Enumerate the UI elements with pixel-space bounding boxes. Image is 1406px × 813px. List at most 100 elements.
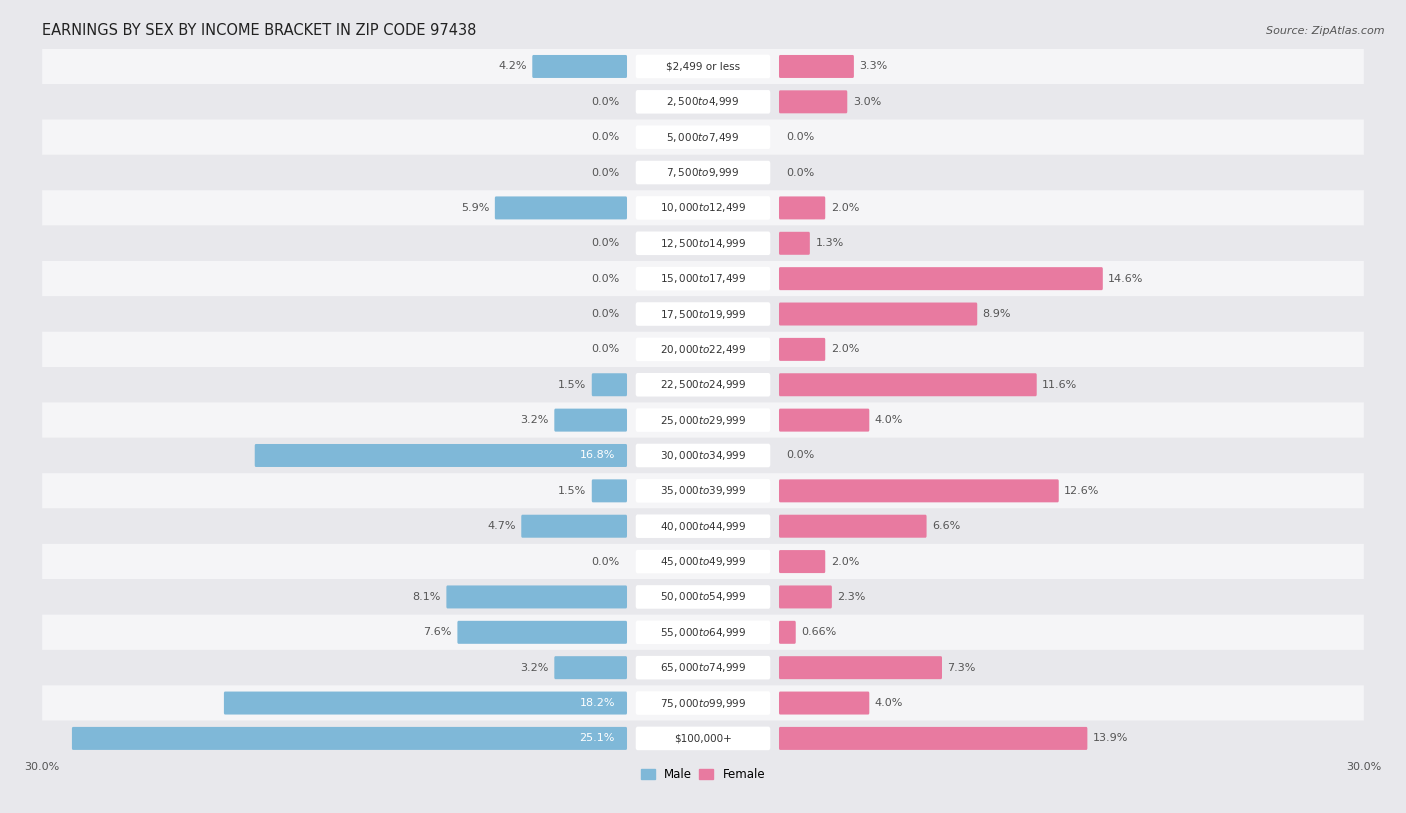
Text: 2.0%: 2.0%	[831, 345, 859, 354]
FancyBboxPatch shape	[42, 332, 1364, 367]
FancyBboxPatch shape	[636, 585, 770, 609]
FancyBboxPatch shape	[42, 261, 1364, 297]
Text: 0.66%: 0.66%	[801, 628, 837, 637]
Text: 0.0%: 0.0%	[591, 274, 619, 284]
Text: 8.1%: 8.1%	[412, 592, 441, 602]
Text: 1.5%: 1.5%	[558, 380, 586, 389]
Text: 0.0%: 0.0%	[591, 557, 619, 567]
Legend: Male, Female: Male, Female	[636, 763, 770, 785]
FancyBboxPatch shape	[42, 226, 1364, 261]
FancyBboxPatch shape	[636, 479, 770, 502]
FancyBboxPatch shape	[42, 49, 1364, 85]
Text: 0.0%: 0.0%	[787, 133, 815, 142]
FancyBboxPatch shape	[779, 621, 796, 644]
Text: $55,000 to $64,999: $55,000 to $64,999	[659, 626, 747, 639]
Text: $50,000 to $54,999: $50,000 to $54,999	[659, 590, 747, 603]
Text: 0.0%: 0.0%	[591, 345, 619, 354]
Text: 0.0%: 0.0%	[591, 167, 619, 177]
Text: $10,000 to $12,499: $10,000 to $12,499	[659, 202, 747, 215]
FancyBboxPatch shape	[636, 550, 770, 573]
FancyBboxPatch shape	[42, 579, 1364, 615]
FancyBboxPatch shape	[42, 190, 1364, 226]
FancyBboxPatch shape	[779, 480, 1059, 502]
Text: $40,000 to $44,999: $40,000 to $44,999	[659, 520, 747, 533]
FancyBboxPatch shape	[636, 125, 770, 149]
Text: $2,500 to $4,999: $2,500 to $4,999	[666, 95, 740, 108]
FancyBboxPatch shape	[636, 54, 770, 78]
Text: 3.3%: 3.3%	[859, 62, 887, 72]
FancyBboxPatch shape	[533, 55, 627, 78]
FancyBboxPatch shape	[522, 515, 627, 537]
Text: $75,000 to $99,999: $75,000 to $99,999	[659, 697, 747, 710]
FancyBboxPatch shape	[779, 338, 825, 361]
Text: 18.2%: 18.2%	[579, 698, 614, 708]
Text: 0.0%: 0.0%	[591, 309, 619, 319]
FancyBboxPatch shape	[779, 302, 977, 325]
Text: 1.5%: 1.5%	[558, 486, 586, 496]
FancyBboxPatch shape	[779, 373, 1036, 396]
Text: 8.9%: 8.9%	[983, 309, 1011, 319]
Text: 13.9%: 13.9%	[1092, 733, 1128, 743]
FancyBboxPatch shape	[636, 196, 770, 220]
FancyBboxPatch shape	[42, 155, 1364, 190]
Text: 4.2%: 4.2%	[498, 62, 527, 72]
FancyBboxPatch shape	[254, 444, 627, 467]
Text: 7.6%: 7.6%	[423, 628, 451, 637]
FancyBboxPatch shape	[636, 620, 770, 644]
FancyBboxPatch shape	[42, 650, 1364, 685]
Text: EARNINGS BY SEX BY INCOME BRACKET IN ZIP CODE 97438: EARNINGS BY SEX BY INCOME BRACKET IN ZIP…	[42, 23, 477, 38]
FancyBboxPatch shape	[42, 120, 1364, 155]
FancyBboxPatch shape	[592, 480, 627, 502]
FancyBboxPatch shape	[779, 409, 869, 432]
FancyBboxPatch shape	[446, 585, 627, 608]
FancyBboxPatch shape	[224, 692, 627, 715]
FancyBboxPatch shape	[42, 85, 1364, 120]
Text: 0.0%: 0.0%	[591, 133, 619, 142]
Text: $35,000 to $39,999: $35,000 to $39,999	[659, 485, 747, 498]
Text: 4.7%: 4.7%	[488, 521, 516, 531]
FancyBboxPatch shape	[42, 544, 1364, 579]
FancyBboxPatch shape	[636, 161, 770, 185]
Text: $20,000 to $22,499: $20,000 to $22,499	[659, 343, 747, 356]
FancyBboxPatch shape	[592, 373, 627, 396]
FancyBboxPatch shape	[42, 473, 1364, 509]
Text: 1.3%: 1.3%	[815, 238, 844, 248]
FancyBboxPatch shape	[636, 302, 770, 326]
FancyBboxPatch shape	[495, 197, 627, 220]
Text: 7.3%: 7.3%	[948, 663, 976, 672]
Text: $30,000 to $34,999: $30,000 to $34,999	[659, 449, 747, 462]
Text: 4.0%: 4.0%	[875, 698, 903, 708]
Text: $2,499 or less: $2,499 or less	[666, 62, 740, 72]
FancyBboxPatch shape	[636, 656, 770, 680]
FancyBboxPatch shape	[779, 232, 810, 254]
FancyBboxPatch shape	[42, 720, 1364, 756]
Text: 2.3%: 2.3%	[838, 592, 866, 602]
FancyBboxPatch shape	[554, 409, 627, 432]
Text: 16.8%: 16.8%	[579, 450, 614, 460]
Text: $100,000+: $100,000+	[673, 733, 733, 743]
FancyBboxPatch shape	[636, 408, 770, 432]
Text: 4.0%: 4.0%	[875, 415, 903, 425]
Text: 12.6%: 12.6%	[1064, 486, 1099, 496]
FancyBboxPatch shape	[779, 550, 825, 573]
Text: $65,000 to $74,999: $65,000 to $74,999	[659, 661, 747, 674]
FancyBboxPatch shape	[457, 621, 627, 644]
FancyBboxPatch shape	[779, 585, 832, 608]
FancyBboxPatch shape	[779, 727, 1087, 750]
FancyBboxPatch shape	[636, 337, 770, 361]
Text: $17,500 to $19,999: $17,500 to $19,999	[659, 307, 747, 320]
Text: $22,500 to $24,999: $22,500 to $24,999	[659, 378, 747, 391]
FancyBboxPatch shape	[42, 615, 1364, 650]
FancyBboxPatch shape	[636, 727, 770, 750]
Text: 5.9%: 5.9%	[461, 203, 489, 213]
Text: $12,500 to $14,999: $12,500 to $14,999	[659, 237, 747, 250]
FancyBboxPatch shape	[554, 656, 627, 679]
FancyBboxPatch shape	[42, 367, 1364, 402]
FancyBboxPatch shape	[779, 692, 869, 715]
FancyBboxPatch shape	[42, 437, 1364, 473]
Text: $25,000 to $29,999: $25,000 to $29,999	[659, 414, 747, 427]
Text: 0.0%: 0.0%	[787, 450, 815, 460]
FancyBboxPatch shape	[72, 727, 627, 750]
FancyBboxPatch shape	[42, 297, 1364, 332]
FancyBboxPatch shape	[42, 509, 1364, 544]
